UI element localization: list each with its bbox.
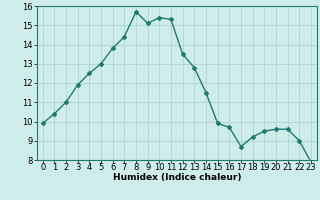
X-axis label: Humidex (Indice chaleur): Humidex (Indice chaleur) — [113, 173, 241, 182]
